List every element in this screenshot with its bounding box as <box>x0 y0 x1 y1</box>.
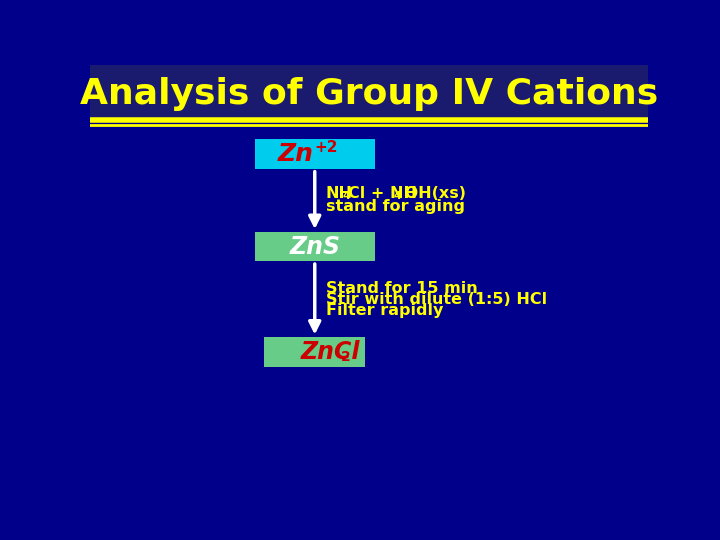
Text: 2: 2 <box>341 349 351 363</box>
Bar <box>255 139 375 168</box>
Text: +2: +2 <box>315 140 338 156</box>
Text: Zn: Zn <box>277 142 313 166</box>
Bar <box>264 338 365 367</box>
Bar <box>90 65 648 120</box>
Text: OH(xs): OH(xs) <box>399 186 467 201</box>
Text: NH: NH <box>325 186 353 201</box>
Text: Cl + NH: Cl + NH <box>348 186 417 201</box>
Text: 4: 4 <box>343 192 351 201</box>
Text: Filter rapidly: Filter rapidly <box>325 302 443 318</box>
Bar <box>255 232 375 261</box>
Text: ZnCl: ZnCl <box>301 340 360 364</box>
Text: Stand for 15 min: Stand for 15 min <box>325 281 477 296</box>
Text: Analysis of Group IV Cations: Analysis of Group IV Cations <box>80 77 658 111</box>
Text: ZnS: ZnS <box>289 234 341 259</box>
Text: 4: 4 <box>394 192 402 201</box>
Text: Stir with dilute (1:5) HCl: Stir with dilute (1:5) HCl <box>325 292 546 307</box>
Text: stand for aging: stand for aging <box>325 199 464 214</box>
